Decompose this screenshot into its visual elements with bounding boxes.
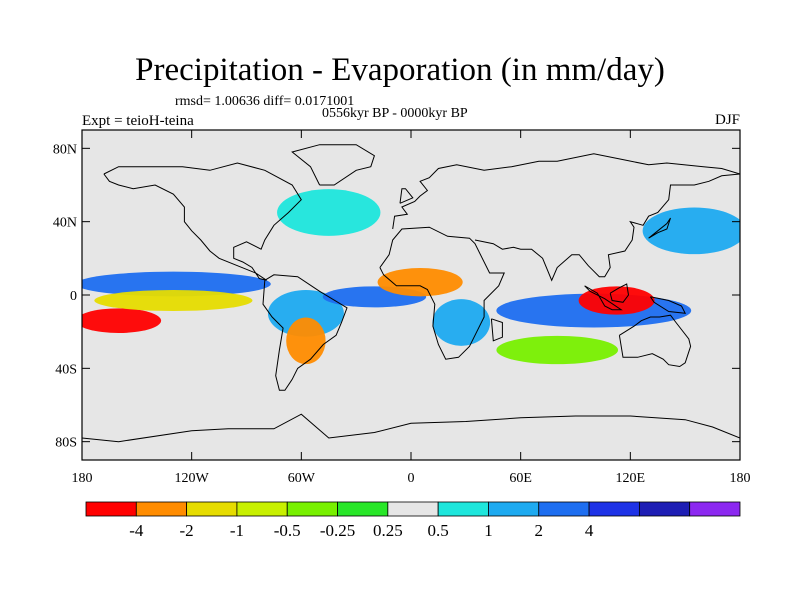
lon-tick-label: 0 <box>408 471 415 486</box>
colorbar-swatch <box>689 501 741 517</box>
colorbar-label: -2 <box>180 521 194 540</box>
axis-ticks: 80N 40N 0 40S 80S 180 120W 60W 0 60E 120E 180 <box>53 130 751 486</box>
lat-tick-label: 40S <box>55 362 77 377</box>
coastline <box>490 318 503 342</box>
coastline <box>392 153 740 230</box>
colorbar-swatch <box>85 501 137 517</box>
field-region <box>267 290 344 337</box>
colorbar-swatch <box>236 501 288 517</box>
colorbar-label: -4 <box>129 521 144 540</box>
lat-tick-label: 80S <box>55 436 77 451</box>
field-region <box>496 335 619 365</box>
colorbar-swatch <box>186 501 238 517</box>
colorbar-swatch <box>387 501 439 517</box>
colorbar-swatch <box>638 501 691 517</box>
colorbar-label: -1 <box>230 521 244 540</box>
coastline <box>103 162 302 281</box>
season-label: DJF <box>714 112 740 128</box>
coastline <box>474 173 740 282</box>
coastline <box>618 314 692 368</box>
period-label: 0556kyr BP - 0000kyr BP <box>322 106 468 121</box>
coastline <box>648 217 671 239</box>
lon-tick-label: 120E <box>616 471 646 486</box>
coastline <box>399 188 414 204</box>
field-region <box>642 207 740 255</box>
lon-tick-label: 120W <box>175 471 210 486</box>
colorbar-swatch <box>538 501 590 517</box>
colorbar-swatch <box>437 501 489 517</box>
coastline <box>379 226 505 360</box>
chart-title: Precipitation - Evaporation (in mm/day) <box>135 52 665 88</box>
colorbar-label: 0.5 <box>428 521 449 540</box>
colorbar-label: 4 <box>585 521 594 540</box>
field-layer <box>82 189 740 401</box>
field-region <box>277 189 381 236</box>
field-region <box>82 308 162 333</box>
coastline-layer <box>82 144 740 443</box>
colorbar: -4 -2 -1 -0.5 -0.25 0.25 0.5 1 2 4 <box>85 501 741 540</box>
colorbar-swatch <box>135 501 188 517</box>
colorbar-swatch <box>588 501 640 517</box>
colorbar-label: 0.25 <box>373 521 403 540</box>
coastline <box>82 413 740 443</box>
coastline <box>291 144 375 186</box>
lon-tick-label: 60W <box>288 471 316 486</box>
experiment-label: Expt = teioH-teina <box>82 113 194 129</box>
lat-tick-label: 40N <box>53 216 77 231</box>
field-region <box>94 290 253 311</box>
colorbar-label: 2 <box>535 521 544 540</box>
lon-tick-label: 180 <box>72 471 93 486</box>
colorbar-swatch <box>488 501 540 517</box>
lon-tick-label: 60E <box>509 471 532 486</box>
coastline <box>649 296 687 314</box>
colorbar-label: -0.25 <box>320 521 355 540</box>
coastline <box>584 285 623 311</box>
coastline <box>262 274 348 391</box>
colorbar-label: -0.5 <box>274 521 301 540</box>
field-region <box>82 271 271 297</box>
colorbar-swatch <box>337 501 389 517</box>
field-region <box>82 363 740 401</box>
lat-tick-label: 0 <box>70 289 77 304</box>
field-region <box>377 268 463 297</box>
colorbar-label: 1 <box>484 521 493 540</box>
lat-tick-label: 80N <box>53 142 77 157</box>
colorbar-swatch <box>286 501 338 517</box>
field-region <box>286 317 326 365</box>
lon-tick-label: 180 <box>730 471 751 486</box>
statistics-label: rmsd= 1.00636 diff= 0.0171001 <box>175 94 355 109</box>
coastline <box>609 283 630 303</box>
